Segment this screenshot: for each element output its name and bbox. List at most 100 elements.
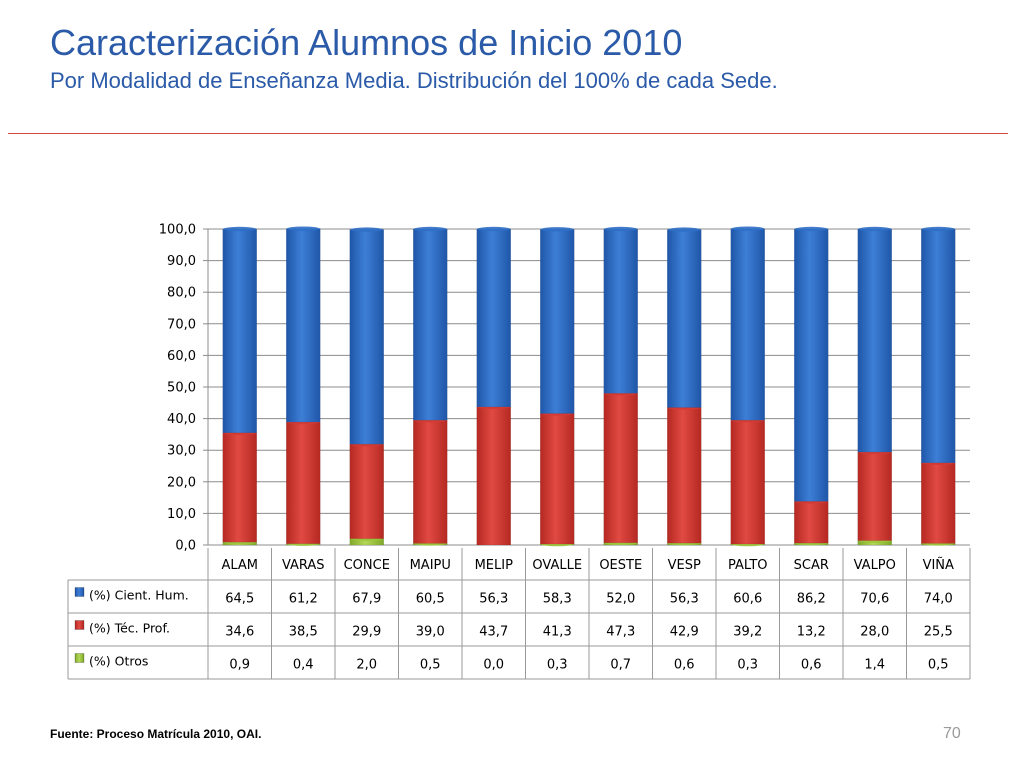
slide-title: Caracterización Alumnos de Inicio 2010: [50, 22, 683, 63]
y-tick-label: 50,0: [167, 381, 196, 396]
data-label: 28,0: [860, 625, 889, 640]
bar-segment-cap: [223, 226, 257, 232]
data-label: 25,5: [924, 625, 953, 640]
data-label: 38,5: [289, 625, 318, 640]
bar-segment: [667, 229, 702, 408]
data-table: ALAM VARAS CONCE MAIPU MELIP OVALLE OESTE VESP P…: [67, 548, 971, 680]
bar-segment-cap: [858, 226, 892, 232]
data-label: 56,3: [670, 592, 699, 607]
bar-segment: [540, 229, 575, 414]
x-tick-label: VESP: [668, 558, 701, 573]
data-label: 56,3: [479, 592, 508, 607]
slide-subtitle: Por Modalidad de Enseñanza Media. Distri…: [50, 68, 778, 93]
data-label: 41,3: [543, 625, 572, 640]
bar-segment: [667, 407, 702, 544]
bar-segment: [603, 228, 638, 394]
bar-segment: [794, 501, 829, 544]
x-tick-label: ALAM: [221, 558, 258, 573]
bar-segment-cap: [286, 226, 320, 231]
data-label: 0,6: [674, 658, 695, 673]
y-tick-label: 70,0: [167, 317, 196, 332]
y-axis: 0,0 10,0 20,0 30,0 40,0 50,0 60,0 70,0 80,0 90,0 1…: [159, 223, 209, 554]
y-tick-label: 30,0: [167, 444, 196, 459]
x-tick-label: MELIP: [475, 558, 514, 573]
bar-segment: [730, 228, 765, 421]
x-tick-label: OVALLE: [532, 558, 582, 573]
x-tick-label: PALTO: [728, 558, 768, 573]
gridlines: [208, 228, 970, 546]
bar-segment-cap: [794, 226, 828, 232]
bar-segment: [921, 462, 956, 544]
y-tick-label: 90,0: [167, 254, 196, 269]
data-label: 0,5: [928, 658, 949, 673]
data-label: 60,6: [733, 592, 762, 607]
data-label: 42,9: [670, 625, 699, 640]
x-tick-label: VIÑA: [923, 557, 954, 573]
bar-segment: [857, 451, 892, 541]
data-label: 13,2: [797, 625, 826, 640]
bar-segment: [413, 419, 448, 544]
legend-label: (%) Téc. Prof.: [89, 621, 170, 636]
bar-segment-cap: [667, 227, 701, 232]
bar-segment: [540, 413, 575, 545]
bar-segment: [476, 228, 511, 408]
data-label: 86,2: [797, 592, 826, 607]
x-tick-label: MAIPU: [410, 558, 451, 573]
data-label: 2,0: [356, 658, 377, 673]
data-label: 43,7: [479, 625, 508, 640]
legend-label: (%) Otros: [89, 654, 148, 669]
data-label: 0,9: [229, 658, 250, 673]
bar-segment: [857, 228, 892, 453]
bar-segment: [222, 432, 257, 543]
data-label: 74,0: [924, 592, 953, 607]
data-label: 0,3: [547, 658, 568, 673]
title-divider: [8, 133, 1008, 134]
data-label: 47,3: [606, 625, 635, 640]
data-label: 29,9: [352, 625, 381, 640]
data-label: 34,6: [225, 625, 254, 640]
data-label: 70,6: [860, 592, 889, 607]
data-label: 60,5: [416, 592, 445, 607]
data-label: 52,0: [606, 592, 635, 607]
x-tick-label: CONCE: [344, 558, 390, 573]
data-label: 0,6: [801, 658, 822, 673]
data-label: 0,7: [610, 658, 631, 673]
data-label: 67,9: [352, 592, 381, 607]
bar-segment: [413, 228, 448, 421]
bar-segment-cap: [477, 226, 511, 232]
y-tick-label: 80,0: [167, 286, 196, 301]
bar-segment-cap: [921, 226, 955, 232]
bar-segment: [286, 421, 321, 544]
bar-segment-cap: [413, 226, 447, 232]
bar-segment-cap: [731, 226, 765, 231]
legend-key: [74, 587, 85, 597]
x-tick-label: SCAR: [794, 558, 829, 573]
data-label: 0,5: [420, 658, 441, 673]
data-label: 0,4: [293, 658, 314, 673]
data-label: 0,0: [483, 658, 504, 673]
bar-segment: [476, 406, 511, 546]
bar-segment: [603, 393, 638, 544]
bar-segment-cap: [540, 227, 574, 232]
bar-segment-cap: [350, 227, 384, 232]
bar-segment: [794, 228, 829, 502]
data-label: 1,4: [864, 658, 885, 673]
y-tick-label: 0,0: [175, 539, 196, 554]
legend-key: [74, 620, 85, 630]
source-note: Fuente: Proceso Matrícula 2010, OAI.: [50, 727, 262, 741]
bar-segment: [349, 443, 384, 539]
x-tick-label: VARAS: [282, 558, 325, 573]
bar-segment: [730, 419, 765, 545]
x-tick-label: VALPO: [854, 558, 896, 573]
legend-key: [74, 653, 85, 663]
data-label: 58,3: [543, 592, 572, 607]
data-label: 61,2: [289, 592, 318, 607]
y-tick-label: 10,0: [167, 507, 196, 522]
data-label: 39,0: [416, 625, 445, 640]
data-label: 64,5: [225, 592, 254, 607]
bar-segment: [222, 228, 257, 434]
data-label: 0,3: [737, 658, 758, 673]
bars: [222, 226, 956, 547]
bar-segment: [286, 228, 321, 423]
